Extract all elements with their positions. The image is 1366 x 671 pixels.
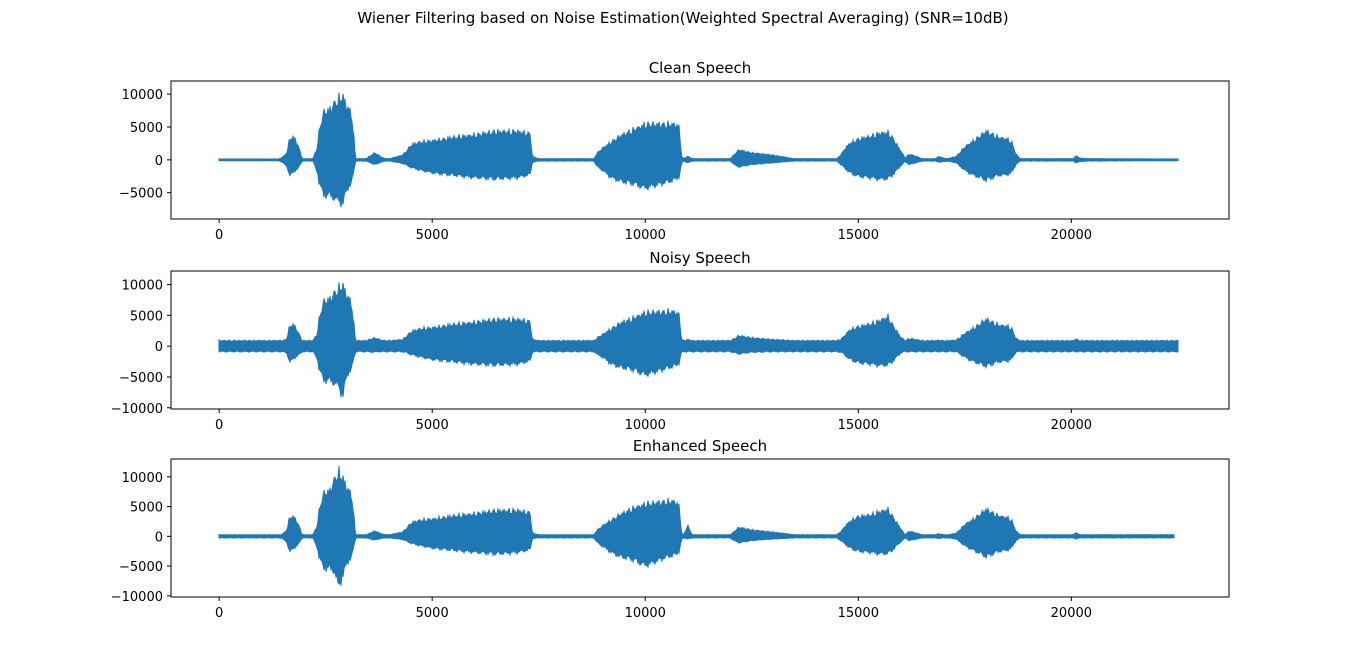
waveform-enhanced-speech [218,465,1175,587]
x-tick-label-enhanced-speech: 5000 [416,606,449,621]
y-tick-label-noisy-speech: 10000 [122,279,163,294]
waveform-clean-speech [218,92,1179,208]
y-tick-label-noisy-speech: 0 [155,340,163,355]
y-tick-label-clean-speech: −5000 [119,187,163,202]
x-tick-label-enhanced-speech: 15000 [838,606,879,621]
y-tick-label-enhanced-speech: 10000 [122,471,163,486]
axes-frame-noisy-speech [170,270,1230,410]
x-tick-label-noisy-speech: 20000 [1051,418,1092,433]
x-tick-label-noisy-speech: 15000 [838,418,879,433]
x-tick-label-noisy-speech: 5000 [416,418,449,433]
y-tick-label-clean-speech: 0 [155,154,163,169]
panel-title-clean-speech: Clean Speech [649,59,752,77]
chart-clean-speech: Clean Speech 0 5000 10000 15000 20000 −5000 0 50… [119,59,1230,243]
x-tick-label-enhanced-speech: 10000 [625,606,666,621]
x-tick-label-clean-speech: 5000 [416,228,449,243]
panel-title-enhanced-speech: Enhanced Speech [633,437,767,455]
y-tick-label-enhanced-speech: 5000 [130,501,163,516]
axes-frame-enhanced-speech [170,458,1230,598]
y-tick-label-enhanced-speech: −10000 [111,590,163,605]
x-tick-label-enhanced-speech: 0 [215,606,223,621]
panel-title-noisy-speech: Noisy Speech [649,249,750,267]
x-tick-label-clean-speech: 20000 [1051,228,1092,243]
y-tick-label-noisy-speech: −10000 [111,402,163,417]
x-tick-label-enhanced-speech: 20000 [1051,606,1092,621]
y-tick-label-noisy-speech: −5000 [119,371,163,386]
chart-noisy-speech: Noisy Speech 0 5000 10000 15000 20000 −10000 −5… [111,249,1230,433]
y-tick-label-clean-speech: 5000 [130,121,163,136]
x-tick-label-clean-speech: 10000 [625,228,666,243]
waveform-noisy-speech [218,282,1179,398]
x-tick-label-noisy-speech: 10000 [625,418,666,433]
x-tick-label-clean-speech: 15000 [838,228,879,243]
chart-enhanced-speech: Enhanced Speech 0 5000 10000 15000 20000 −1000… [111,437,1230,621]
figure-title: Wiener Filtering based on Noise Estimati… [357,9,1009,27]
y-tick-label-enhanced-speech: 0 [155,530,163,545]
x-tick-label-noisy-speech: 0 [215,418,223,433]
y-tick-label-clean-speech: 10000 [122,88,163,103]
y-tick-label-enhanced-speech: −5000 [119,560,163,575]
x-tick-label-clean-speech: 0 [215,228,223,243]
axes-frame-clean-speech [170,80,1230,220]
y-tick-label-noisy-speech: 5000 [130,309,163,324]
